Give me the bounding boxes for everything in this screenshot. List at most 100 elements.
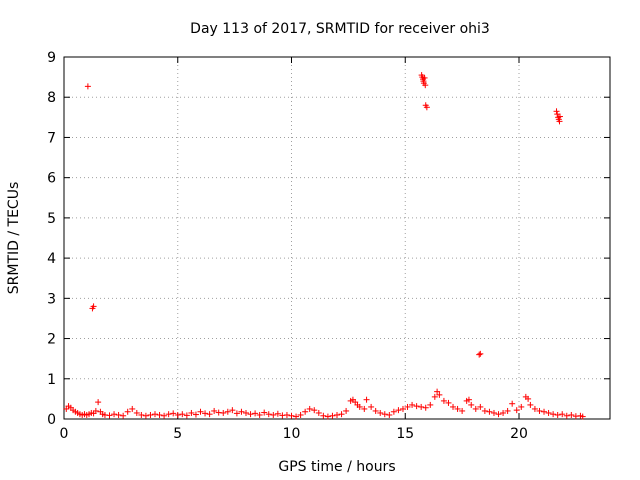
data-point xyxy=(518,403,525,410)
data-point xyxy=(445,399,452,406)
data-point xyxy=(545,409,552,416)
x-tick-label: 10 xyxy=(283,426,301,442)
data-point xyxy=(553,108,560,115)
data-point xyxy=(459,407,466,414)
y-tick-label: 3 xyxy=(47,291,56,307)
data-point xyxy=(579,413,586,420)
data-point xyxy=(320,412,327,419)
data-point xyxy=(500,409,507,416)
data-point xyxy=(559,411,566,418)
data-point xyxy=(124,408,131,415)
data-point xyxy=(525,395,532,402)
y-tick-label: 4 xyxy=(47,251,56,267)
data-point xyxy=(92,407,99,414)
y-tick-label: 1 xyxy=(47,372,56,388)
x-tick-labels: 0 5 10 15 20 xyxy=(60,426,528,442)
x-tick-label: 0 xyxy=(60,426,69,442)
data-point xyxy=(513,407,520,414)
data-point xyxy=(368,403,375,410)
data-point xyxy=(111,411,118,418)
data-point xyxy=(306,405,313,412)
data-point xyxy=(434,388,441,395)
data-point xyxy=(192,411,199,418)
data-point xyxy=(536,407,543,414)
data-point xyxy=(211,407,218,414)
data-point xyxy=(238,408,245,415)
data-points xyxy=(63,72,586,420)
data-point xyxy=(115,411,122,418)
data-point xyxy=(283,411,290,418)
data-point xyxy=(297,411,304,418)
data-point xyxy=(170,410,177,417)
y-tick-label: 0 xyxy=(47,412,56,428)
data-point xyxy=(174,411,181,418)
data-point xyxy=(465,396,472,403)
data-point xyxy=(197,408,204,415)
data-point xyxy=(418,403,425,410)
data-point xyxy=(274,410,281,417)
data-point xyxy=(270,411,277,418)
data-point xyxy=(138,411,145,418)
data-point xyxy=(468,401,475,408)
data-point xyxy=(147,411,154,418)
data-point xyxy=(315,409,322,416)
data-point xyxy=(220,409,227,416)
data-point xyxy=(386,411,393,418)
x-axis-label: GPS time / hours xyxy=(278,459,395,475)
data-point xyxy=(490,409,497,416)
y-tick-label: 2 xyxy=(47,332,56,348)
data-point xyxy=(90,303,97,310)
y-axis-label: SRMTID / TECUs xyxy=(6,182,22,295)
data-point xyxy=(188,409,195,416)
data-point xyxy=(133,409,140,416)
data-point xyxy=(202,410,209,417)
data-point xyxy=(509,400,516,407)
data-point xyxy=(477,350,484,357)
y-tick-label: 5 xyxy=(47,211,56,227)
data-point xyxy=(229,407,236,414)
data-point xyxy=(377,409,384,416)
data-point xyxy=(481,407,488,414)
data-point xyxy=(413,403,420,410)
data-point xyxy=(440,397,447,404)
data-point xyxy=(161,412,168,419)
data-point xyxy=(343,407,350,414)
grid-lines xyxy=(64,57,610,419)
data-point xyxy=(423,104,430,111)
data-point xyxy=(431,393,438,400)
data-point xyxy=(454,405,461,412)
data-point xyxy=(568,411,575,418)
data-point xyxy=(179,411,186,418)
data-point xyxy=(224,408,231,415)
data-point xyxy=(106,412,113,419)
data-point xyxy=(395,407,402,414)
data-point xyxy=(265,411,272,418)
data-point xyxy=(472,405,479,412)
data-point xyxy=(450,403,457,410)
data-point xyxy=(531,405,538,412)
data-point xyxy=(142,412,149,419)
data-point xyxy=(550,411,557,418)
data-point xyxy=(152,411,158,418)
data-point xyxy=(477,403,484,410)
plot-area-frame xyxy=(63,56,611,420)
data-point xyxy=(527,401,534,408)
y-tick-labels: 0 1 2 3 4 5 6 7 8 9 xyxy=(47,50,56,428)
data-point xyxy=(95,399,102,406)
data-point xyxy=(486,408,493,415)
data-point xyxy=(436,391,443,398)
data-point xyxy=(252,410,259,417)
data-point xyxy=(361,405,368,412)
data-point xyxy=(84,83,91,90)
data-point xyxy=(311,407,318,414)
data-point xyxy=(183,412,190,419)
data-point xyxy=(129,405,136,412)
x-tick-label: 20 xyxy=(510,426,528,442)
data-point xyxy=(381,411,388,418)
data-point xyxy=(390,408,397,415)
axis-ticks xyxy=(63,56,610,420)
x-tick-label: 15 xyxy=(396,426,414,442)
y-tick-label: 6 xyxy=(47,171,56,187)
data-point xyxy=(399,405,406,412)
data-point xyxy=(293,413,300,420)
